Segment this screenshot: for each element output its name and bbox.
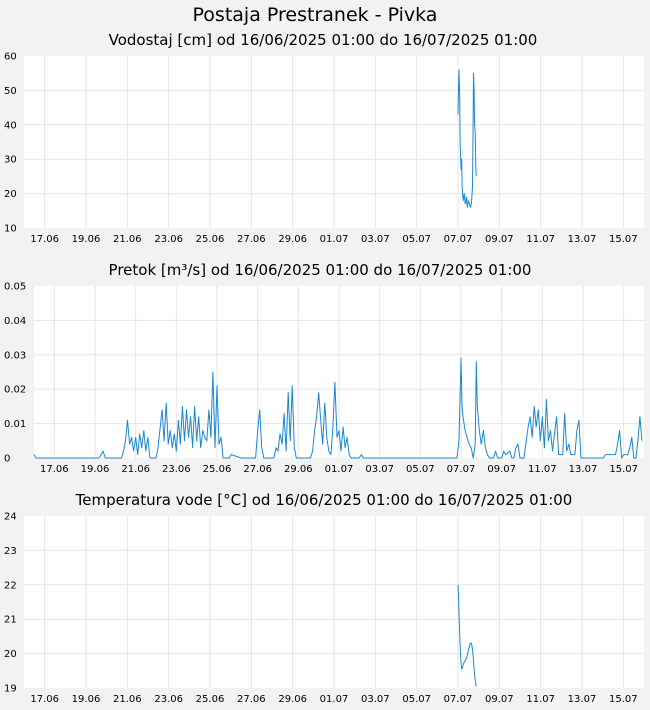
x-tick-label: 23.06 [154,234,183,245]
x-tick-label: 17.06 [30,694,59,705]
y-tick-label: 0.02 [4,385,26,396]
y-tick-label: 0.03 [4,350,26,361]
y-tick-label: 40 [4,120,17,131]
chart-title: Temperatura vode [°C] od 16/06/2025 01:0… [75,491,573,509]
y-tick-label: 0.05 [4,282,26,293]
y-tick-label: 21 [4,615,17,626]
y-tick-label: 19 [4,684,17,695]
x-tick-label: 01.07 [320,234,349,245]
page-title: Postaja Prestranek - Pivka [193,4,438,26]
x-tick-label: 01.07 [320,694,349,705]
x-tick-label: 11.07 [528,464,557,475]
x-tick-label: 07.07 [444,234,473,245]
chart-water-level: Vodostaj [cm] od 16/06/2025 01:00 do 16/… [4,31,644,245]
x-tick-label: 19.06 [81,464,110,475]
x-tick-label: 27.06 [237,694,266,705]
series-line [33,357,643,459]
chart-flow: Pretok [m³/s] od 16/06/2025 01:00 do 16/… [4,261,644,475]
x-tick-label: 05.07 [402,694,431,705]
y-tick-label: 0.04 [4,316,26,327]
y-tick-label: 60 [4,52,17,63]
x-tick-label: 27.06 [243,464,272,475]
chart-title: Vodostaj [cm] od 16/06/2025 01:00 do 16/… [109,31,538,49]
x-tick-label: 17.06 [40,464,69,475]
x-tick-label: 09.07 [487,464,516,475]
x-tick-label: 07.07 [447,464,476,475]
x-tick-label: 15.07 [609,464,638,475]
x-tick-label: 11.07 [526,694,555,705]
x-tick-label: 23.06 [154,694,183,705]
x-tick-label: 05.07 [406,464,435,475]
series-line [457,584,477,687]
x-tick-label: 25.06 [203,464,232,475]
y-tick-label: 0 [4,454,10,465]
x-tick-label: 25.06 [196,694,225,705]
y-tick-label: 24 [4,512,17,523]
x-tick-label: 29.06 [278,234,307,245]
y-tick-label: 50 [4,86,17,97]
x-tick-label: 03.07 [361,234,390,245]
x-tick-label: 03.07 [365,464,394,475]
x-tick-label: 01.07 [325,464,354,475]
y-tick-label: 22 [4,580,17,591]
x-tick-label: 17.06 [30,234,59,245]
y-tick-label: 0.01 [4,419,26,430]
x-tick-label: 09.07 [485,694,514,705]
y-tick-label: 20 [4,649,17,660]
x-tick-label: 09.07 [485,234,514,245]
x-tick-label: 25.06 [196,234,225,245]
y-tick-label: 20 [4,189,17,200]
x-tick-label: 13.07 [568,234,597,245]
x-tick-label: 15.07 [609,234,638,245]
x-tick-label: 23.06 [162,464,191,475]
x-tick-label: 21.06 [121,464,150,475]
chart-title: Pretok [m³/s] od 16/06/2025 01:00 do 16/… [109,261,532,279]
x-tick-label: 13.07 [568,694,597,705]
x-tick-label: 07.07 [444,694,473,705]
y-tick-label: 10 [4,224,17,235]
x-tick-label: 11.07 [526,234,555,245]
x-tick-label: 13.07 [569,464,598,475]
x-tick-label: 29.06 [284,464,313,475]
y-tick-label: 30 [4,155,17,166]
x-tick-label: 29.06 [278,694,307,705]
x-tick-label: 21.06 [113,234,142,245]
chart-water-temperature: Temperatura vode [°C] od 16/06/2025 01:0… [4,491,644,705]
y-tick-label: 23 [4,546,17,557]
x-tick-label: 27.06 [237,234,266,245]
series-line [457,69,477,208]
x-tick-label: 19.06 [72,694,101,705]
x-tick-label: 05.07 [402,234,431,245]
x-tick-label: 19.06 [72,234,101,245]
x-tick-label: 21.06 [113,694,142,705]
x-tick-label: 15.07 [609,694,638,705]
x-tick-label: 03.07 [361,694,390,705]
